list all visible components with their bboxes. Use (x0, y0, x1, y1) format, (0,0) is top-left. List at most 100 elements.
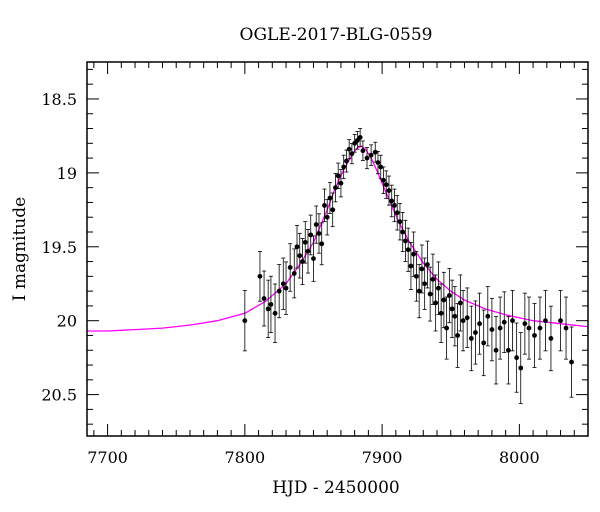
data-point (360, 140, 366, 161)
data-point (319, 222, 325, 266)
data-point (341, 154, 347, 180)
data-point (403, 219, 408, 262)
data-point (327, 182, 333, 214)
data-point (397, 202, 403, 241)
data-point (257, 251, 263, 302)
data-marker (308, 232, 314, 238)
y-tick-label: 18.5 (41, 90, 77, 109)
data-point (383, 170, 389, 199)
data-marker (543, 318, 548, 324)
plot-frame (86, 61, 589, 437)
data-marker (411, 251, 417, 257)
data-marker (375, 160, 381, 165)
data-marker (452, 313, 458, 319)
data-point (510, 290, 515, 352)
data-marker (386, 188, 392, 194)
axes-layer (86, 61, 589, 437)
data-marker (419, 266, 425, 272)
data-point (280, 257, 286, 310)
data-marker (422, 281, 428, 287)
data-point (311, 235, 316, 282)
data-point (452, 286, 458, 347)
data-marker (283, 285, 289, 291)
data-point (501, 291, 507, 353)
data-point (316, 213, 322, 254)
data-point (477, 292, 482, 355)
data-point (563, 296, 569, 360)
data-point (346, 139, 352, 160)
data-marker (558, 318, 563, 324)
data-marker (425, 262, 430, 267)
data-point (355, 131, 360, 150)
data-marker (280, 281, 286, 287)
data-marker (416, 288, 422, 294)
x-tick-label: 7900 (362, 448, 403, 467)
data-point (514, 322, 520, 393)
data-point (526, 296, 532, 360)
data-point (330, 192, 336, 228)
data-marker (346, 146, 352, 152)
data-marker (389, 198, 395, 204)
data-point (481, 309, 487, 377)
data-point (435, 261, 441, 315)
data-marker (381, 177, 386, 183)
x-axis-label: HJD - 2450000 (272, 478, 400, 498)
data-marker (394, 210, 400, 216)
data-point (460, 290, 466, 352)
data-marker (360, 148, 366, 154)
data-point (411, 231, 417, 277)
data-marker (324, 214, 330, 220)
data-point (569, 326, 574, 398)
data-point (272, 283, 278, 343)
data-point (313, 205, 319, 244)
data-point (335, 162, 341, 189)
data-point (324, 199, 330, 236)
data-point (489, 297, 495, 362)
chart-title: OGLE-2017-BLG-0559 (240, 25, 433, 45)
data-point (537, 296, 543, 360)
data-marker (455, 333, 461, 338)
data-point (392, 188, 397, 223)
y-axis-label: I magnitude (10, 197, 30, 301)
data-point (381, 166, 386, 194)
data-marker (338, 180, 344, 186)
data-marker (405, 247, 411, 253)
data-point (276, 264, 282, 319)
data-point (322, 188, 327, 223)
data-marker (473, 330, 478, 335)
data-marker (311, 256, 316, 262)
data-point (473, 300, 478, 365)
data-marker (291, 270, 297, 276)
data-marker (316, 231, 322, 236)
data-point (468, 305, 474, 372)
data-marker (526, 325, 532, 331)
data-point (242, 290, 248, 352)
data-marker (441, 297, 447, 303)
data-point (532, 303, 537, 368)
data-point (414, 251, 419, 302)
data-point (283, 261, 289, 315)
data-marker (510, 318, 515, 324)
data-marker (333, 185, 338, 191)
data-marker (287, 265, 293, 270)
data-point (291, 248, 297, 299)
data-marker (276, 288, 282, 294)
data-marker (485, 313, 491, 319)
data-point (558, 290, 563, 352)
data-marker (294, 244, 300, 250)
data-marker (397, 219, 403, 225)
data-marker (414, 273, 419, 279)
data-point (422, 257, 428, 310)
data-marker (563, 325, 569, 331)
data-point (464, 287, 470, 348)
data-marker (242, 318, 248, 324)
data-marker (330, 207, 336, 213)
data-marker (438, 310, 444, 316)
data-marker (341, 164, 347, 170)
data-marker (569, 359, 574, 365)
x-tick-label: 7700 (87, 448, 128, 467)
data-marker (403, 238, 408, 244)
data-marker (464, 315, 470, 321)
data-point (430, 253, 436, 305)
